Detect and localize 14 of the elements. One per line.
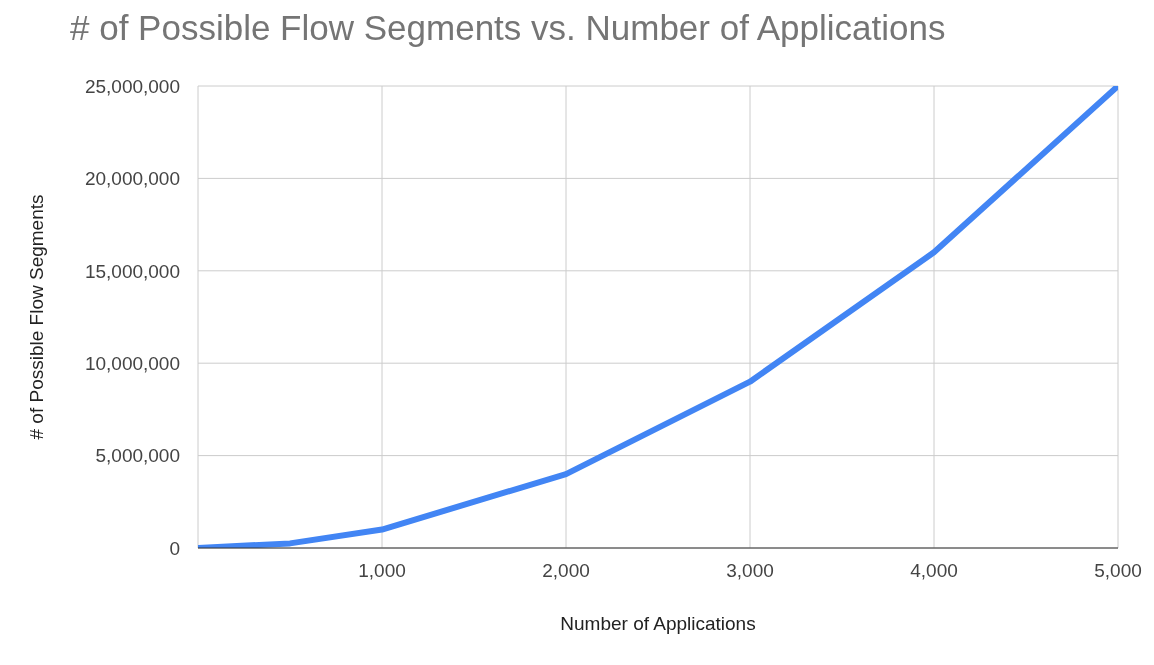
x-tick-label: 1,000	[358, 560, 406, 582]
x-tick-label: 2,000	[542, 560, 590, 582]
x-tick-label: 4,000	[910, 560, 958, 582]
y-tick-label: 15,000,000	[84, 260, 180, 282]
y-tick-label: 5,000,000	[95, 445, 180, 467]
x-tick-label: 3,000	[726, 560, 774, 582]
y-tick-label: 0	[169, 537, 180, 559]
y-tick-label: 10,000,000	[84, 352, 180, 374]
chart-title: # of Possible Flow Segments vs. Number of Applications	[70, 8, 947, 49]
x-axis-title: Number of Applications	[560, 613, 756, 634]
y-axis-title: # of Possible Flow Segments	[25, 194, 47, 440]
y-tick-label: 25,000,000	[84, 75, 180, 97]
x-tick-label: 5,000	[1094, 560, 1142, 582]
y-tick-label: 20,000,000	[84, 168, 180, 190]
